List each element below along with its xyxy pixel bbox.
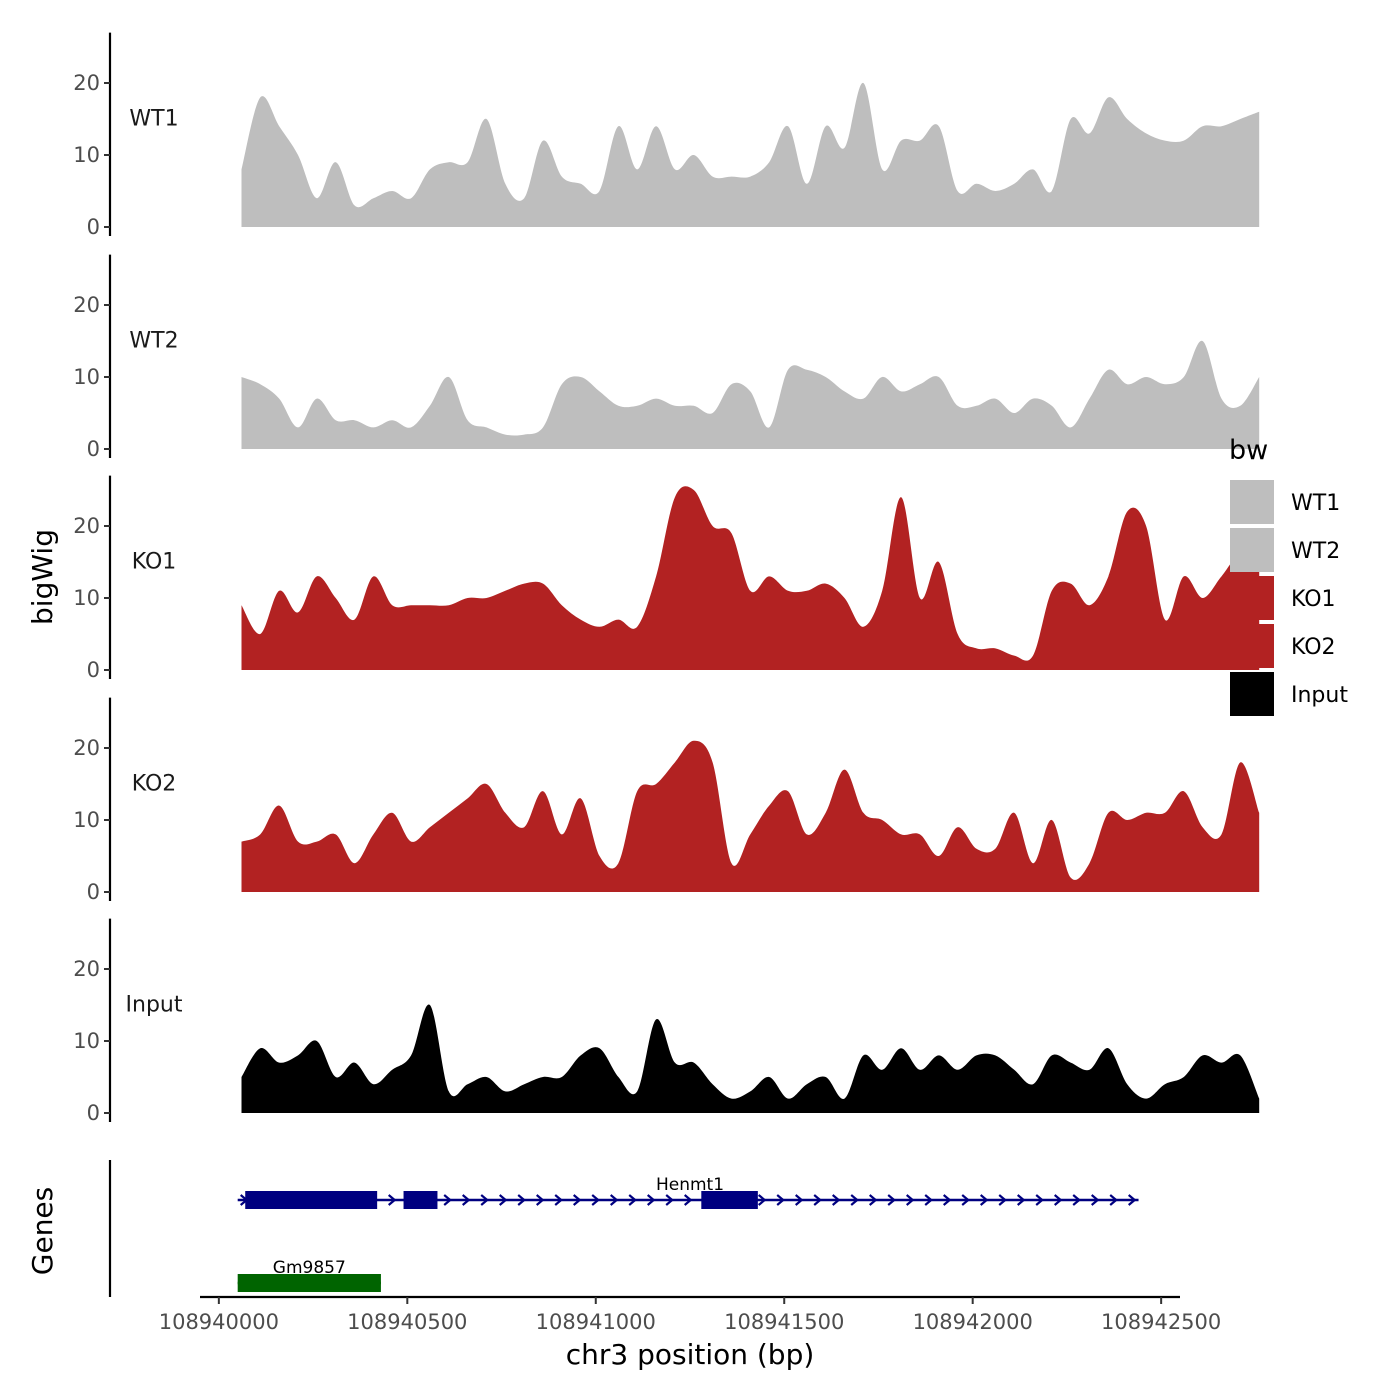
strand-arrow xyxy=(1035,1194,1044,1206)
gene-gm9857: Gm9857 xyxy=(237,1258,381,1292)
strand-arrow xyxy=(628,1194,637,1206)
area-ko1 xyxy=(241,486,1260,670)
strand-arrow xyxy=(757,1194,767,1206)
strand-arrow xyxy=(498,1194,508,1206)
gene-exon xyxy=(403,1191,438,1209)
strand-arrow xyxy=(887,1194,896,1206)
strand-arrow xyxy=(683,1194,693,1206)
strand-arrow xyxy=(942,1194,952,1206)
strand-arrow xyxy=(1109,1194,1118,1206)
strand-arrow xyxy=(609,1194,619,1206)
x-axis-title: chr3 position (bp) xyxy=(566,1338,815,1371)
legend-title: bw xyxy=(1229,435,1268,466)
strand-arrow xyxy=(831,1194,841,1206)
strand-arrow xyxy=(1127,1194,1137,1206)
y-axis-title: bigWig xyxy=(26,529,59,625)
strand-arrow xyxy=(572,1194,582,1206)
legend-label-wt1: WT1 xyxy=(1291,491,1340,516)
y-tick-label: 0 xyxy=(87,437,100,461)
signal-tracks: 0 10 20 WT1 0 10 20 WT2 0 10 20 KO1 0 10 20 KO2 0 10 20 Inp… xyxy=(73,32,1260,1125)
strand-arrow xyxy=(979,1194,989,1206)
y-tick-label: 10 xyxy=(73,808,100,832)
legend-swatch-ko2 xyxy=(1230,624,1274,668)
track-ko2: 0 10 20 KO2 xyxy=(73,697,1260,904)
legend-swatch-wt2 xyxy=(1230,528,1274,572)
strand-arrow xyxy=(1090,1194,1100,1206)
strand-arrow xyxy=(776,1194,785,1206)
strand-arrow xyxy=(850,1194,859,1206)
track-wt2: 0 10 20 WT2 xyxy=(73,254,1260,461)
strand-arrow xyxy=(554,1194,563,1206)
gene-exon xyxy=(701,1191,758,1209)
strand-arrow xyxy=(665,1194,674,1206)
legend-label-ko2: KO2 xyxy=(1291,635,1336,660)
strand-arrow xyxy=(1072,1194,1081,1206)
y-tick-label: 20 xyxy=(73,71,100,95)
x-tick-label: 108940500 xyxy=(347,1310,467,1334)
x-tick-label: 108941000 xyxy=(536,1310,656,1334)
strand-arrow xyxy=(794,1194,804,1206)
strand-arrow xyxy=(961,1194,970,1206)
area-ko2 xyxy=(241,740,1260,892)
strand-arrow xyxy=(387,1194,397,1206)
strand-arrow xyxy=(1053,1194,1063,1206)
track-label-wt2: WT2 xyxy=(129,329,178,354)
gene-exon xyxy=(237,1274,381,1292)
track-label-wt1: WT1 xyxy=(129,107,178,132)
strand-arrow xyxy=(535,1194,545,1206)
genes-panel: Henmt1 Gm9857 xyxy=(108,1160,1139,1297)
strand-arrow xyxy=(998,1194,1007,1206)
gene-label: Gm9857 xyxy=(273,1258,346,1278)
strand-arrow xyxy=(1016,1194,1026,1206)
y-tick-label: 10 xyxy=(73,143,100,167)
y-tick-label: 20 xyxy=(73,293,100,317)
y-tick-label: 10 xyxy=(73,586,100,610)
strand-arrow xyxy=(517,1194,526,1206)
track-label-input: Input xyxy=(126,993,183,1018)
y-tick-label: 0 xyxy=(87,215,100,239)
legend-swatch-wt1 xyxy=(1230,480,1274,524)
x-tick-label: 108941500 xyxy=(724,1310,844,1334)
area-wt1 xyxy=(241,82,1260,227)
y-tick-label: 10 xyxy=(73,365,100,389)
x-tick-label: 108942500 xyxy=(1101,1310,1221,1334)
track-label-ko2: KO2 xyxy=(132,772,177,797)
legend-swatch-ko1 xyxy=(1230,576,1274,620)
x-tick-label: 108942000 xyxy=(913,1310,1033,1334)
strand-arrow xyxy=(924,1194,933,1206)
y-tick-label: 20 xyxy=(73,957,100,981)
y-tick-label: 10 xyxy=(73,1029,100,1053)
track-ko1: 0 10 20 KO1 xyxy=(73,475,1260,682)
track-input: 0 10 20 Input xyxy=(73,918,1260,1125)
strand-arrow xyxy=(480,1194,489,1206)
strand-arrow xyxy=(443,1194,452,1206)
area-wt2 xyxy=(241,340,1260,449)
strand-arrow xyxy=(905,1194,915,1206)
gene-henmt1: Henmt1 xyxy=(237,1175,1139,1209)
track-wt1: 0 10 20 WT1 xyxy=(73,32,1260,239)
y-tick-label: 0 xyxy=(87,1101,100,1125)
legend-swatch-input xyxy=(1230,672,1274,716)
area-input xyxy=(241,1004,1260,1113)
x-axis: 108940000 108940500 108941000 108941500 1089… xyxy=(159,1295,1221,1334)
legend-label-ko1: KO1 xyxy=(1291,587,1336,612)
x-tick-label: 108940000 xyxy=(159,1310,279,1334)
legend-label-wt2: WT2 xyxy=(1291,539,1340,564)
track-label-ko1: KO1 xyxy=(132,550,177,575)
y-tick-label: 20 xyxy=(73,514,100,538)
legend: bw WT1 WT2 KO1 KO2 Input xyxy=(1229,435,1348,716)
y-tick-label: 0 xyxy=(87,880,100,904)
strand-arrow xyxy=(646,1194,656,1206)
strand-arrow xyxy=(591,1194,600,1206)
y-tick-label: 20 xyxy=(73,736,100,760)
gene-label: Henmt1 xyxy=(656,1175,724,1195)
gene-exon xyxy=(245,1191,378,1209)
strand-arrow xyxy=(868,1194,878,1206)
strand-arrow xyxy=(461,1194,471,1206)
legend-label-input: Input xyxy=(1291,683,1348,708)
strand-arrow xyxy=(813,1194,822,1206)
genes-axis-title: Genes xyxy=(26,1187,59,1275)
y-tick-label: 0 xyxy=(87,658,100,682)
